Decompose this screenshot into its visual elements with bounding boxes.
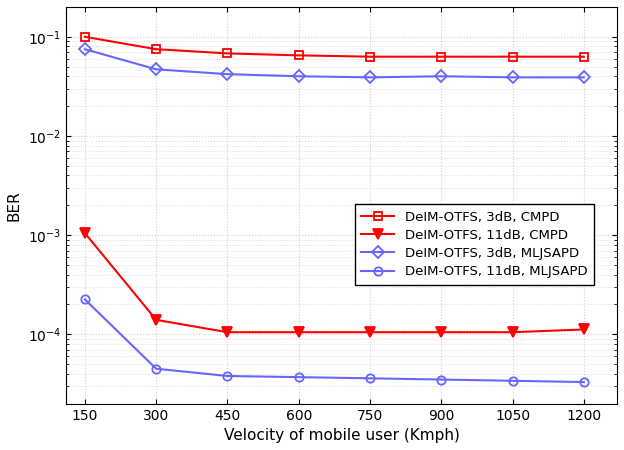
DeIM-OTFS, 11dB, CMPD [81, 230, 89, 236]
DeIM-OTFS, 3dB, MLJSAPD [366, 75, 374, 80]
DeIM-OTFS, 11dB, CMPD [437, 329, 445, 335]
DeIM-OTFS, 3dB, CMPD [366, 54, 374, 59]
DeIM-OTFS, 11dB, MLJSAPD [223, 374, 231, 379]
Line: DeIM-OTFS, 11dB, CMPD: DeIM-OTFS, 11dB, CMPD [80, 228, 588, 337]
DeIM-OTFS, 11dB, CMPD [295, 329, 303, 335]
DeIM-OTFS, 11dB, MLJSAPD [366, 376, 374, 381]
DeIM-OTFS, 3dB, MLJSAPD [580, 75, 588, 80]
DeIM-OTFS, 3dB, CMPD [223, 51, 231, 56]
Line: DeIM-OTFS, 3dB, CMPD: DeIM-OTFS, 3dB, CMPD [80, 33, 588, 61]
Line: DeIM-OTFS, 11dB, MLJSAPD: DeIM-OTFS, 11dB, MLJSAPD [80, 295, 588, 386]
DeIM-OTFS, 3dB, CMPD [437, 54, 445, 59]
DeIM-OTFS, 11dB, CMPD [152, 317, 160, 323]
DeIM-OTFS, 3dB, MLJSAPD [509, 75, 516, 80]
Y-axis label: BER: BER [7, 190, 22, 220]
DeIM-OTFS, 3dB, CMPD [81, 34, 89, 40]
DeIM-OTFS, 11dB, CMPD [509, 329, 516, 335]
DeIM-OTFS, 3dB, MLJSAPD [223, 72, 231, 77]
DeIM-OTFS, 3dB, CMPD [295, 53, 303, 58]
DeIM-OTFS, 3dB, MLJSAPD [152, 67, 160, 72]
DeIM-OTFS, 3dB, CMPD [580, 54, 588, 59]
DeIM-OTFS, 11dB, CMPD [580, 327, 588, 332]
DeIM-OTFS, 11dB, MLJSAPD [509, 378, 516, 383]
DeIM-OTFS, 11dB, CMPD [223, 329, 231, 335]
DeIM-OTFS, 3dB, MLJSAPD [81, 46, 89, 52]
DeIM-OTFS, 11dB, CMPD [366, 329, 374, 335]
DeIM-OTFS, 3dB, MLJSAPD [295, 73, 303, 79]
DeIM-OTFS, 3dB, CMPD [509, 54, 516, 59]
DeIM-OTFS, 11dB, MLJSAPD [580, 379, 588, 385]
Legend: DeIM-OTFS, 3dB, CMPD, DeIM-OTFS, 11dB, CMPD, DeIM-OTFS, 3dB, MLJSAPD, DeIM-OTFS,: DeIM-OTFS, 3dB, CMPD, DeIM-OTFS, 11dB, C… [354, 204, 594, 285]
DeIM-OTFS, 11dB, MLJSAPD [81, 297, 89, 302]
Line: DeIM-OTFS, 3dB, MLJSAPD: DeIM-OTFS, 3dB, MLJSAPD [80, 45, 588, 81]
DeIM-OTFS, 11dB, MLJSAPD [152, 366, 160, 371]
DeIM-OTFS, 3dB, CMPD [152, 46, 160, 52]
DeIM-OTFS, 3dB, MLJSAPD [437, 73, 445, 79]
DeIM-OTFS, 11dB, MLJSAPD [437, 377, 445, 382]
X-axis label: Velocity of mobile user (Kmph): Velocity of mobile user (Kmph) [223, 428, 459, 443]
DeIM-OTFS, 11dB, MLJSAPD [295, 374, 303, 380]
